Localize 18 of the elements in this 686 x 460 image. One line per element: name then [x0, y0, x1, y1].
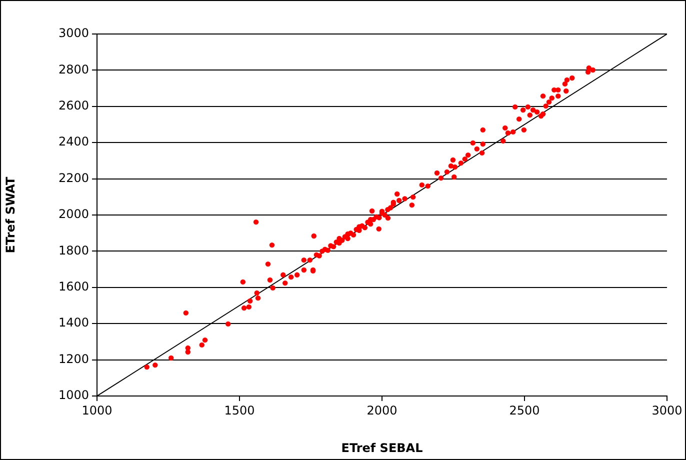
y-tick-label: 1200: [58, 352, 89, 366]
x-tick-label: 2000: [366, 403, 398, 418]
y-tick-label: 1800: [58, 243, 89, 258]
y-tick-label: 2600: [58, 98, 89, 113]
x-axis-title: ETref SEBAL: [341, 440, 424, 455]
x-tick-label: 3000: [652, 403, 682, 418]
y-tick-label: 1600: [58, 280, 89, 294]
x-tick-label: 2500: [509, 403, 540, 418]
y-tick-label: 1400: [58, 316, 89, 330]
y-tick-label: 3000: [58, 26, 89, 40]
y-tick-label: 2000: [58, 207, 89, 222]
x-tick-label: 1000: [82, 403, 112, 418]
y-axis-title: ETref SWAT: [3, 176, 18, 254]
x-tick-label: 1500: [224, 403, 255, 418]
y-tick-label: 2200: [58, 170, 89, 185]
y-tick-label: 2800: [58, 62, 89, 76]
y-tick-label: 2400: [58, 134, 89, 149]
y-tick-label: 1000: [58, 388, 89, 402]
